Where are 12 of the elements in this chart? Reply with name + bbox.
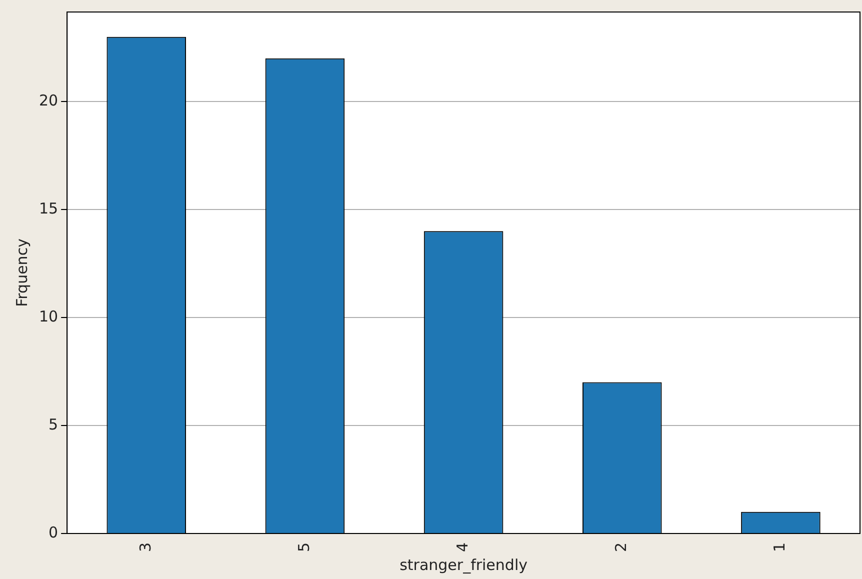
y-tick-label: 15 bbox=[38, 199, 58, 218]
y-tick-label: 5 bbox=[48, 415, 58, 434]
x-tick-label: 4 bbox=[453, 542, 472, 552]
y-axis-title: Frquency bbox=[12, 238, 31, 307]
y-tick-label: 0 bbox=[48, 523, 58, 542]
x-tick-label: 3 bbox=[136, 542, 154, 552]
y-tick-label: 10 bbox=[38, 307, 58, 326]
x-tick-label: 1 bbox=[770, 542, 789, 552]
y-tick-label: 20 bbox=[38, 92, 58, 110]
x-axis-title: stranger_friendly bbox=[400, 556, 528, 574]
x-tick-label: 5 bbox=[294, 542, 313, 552]
x-tick-label: 2 bbox=[612, 542, 630, 552]
